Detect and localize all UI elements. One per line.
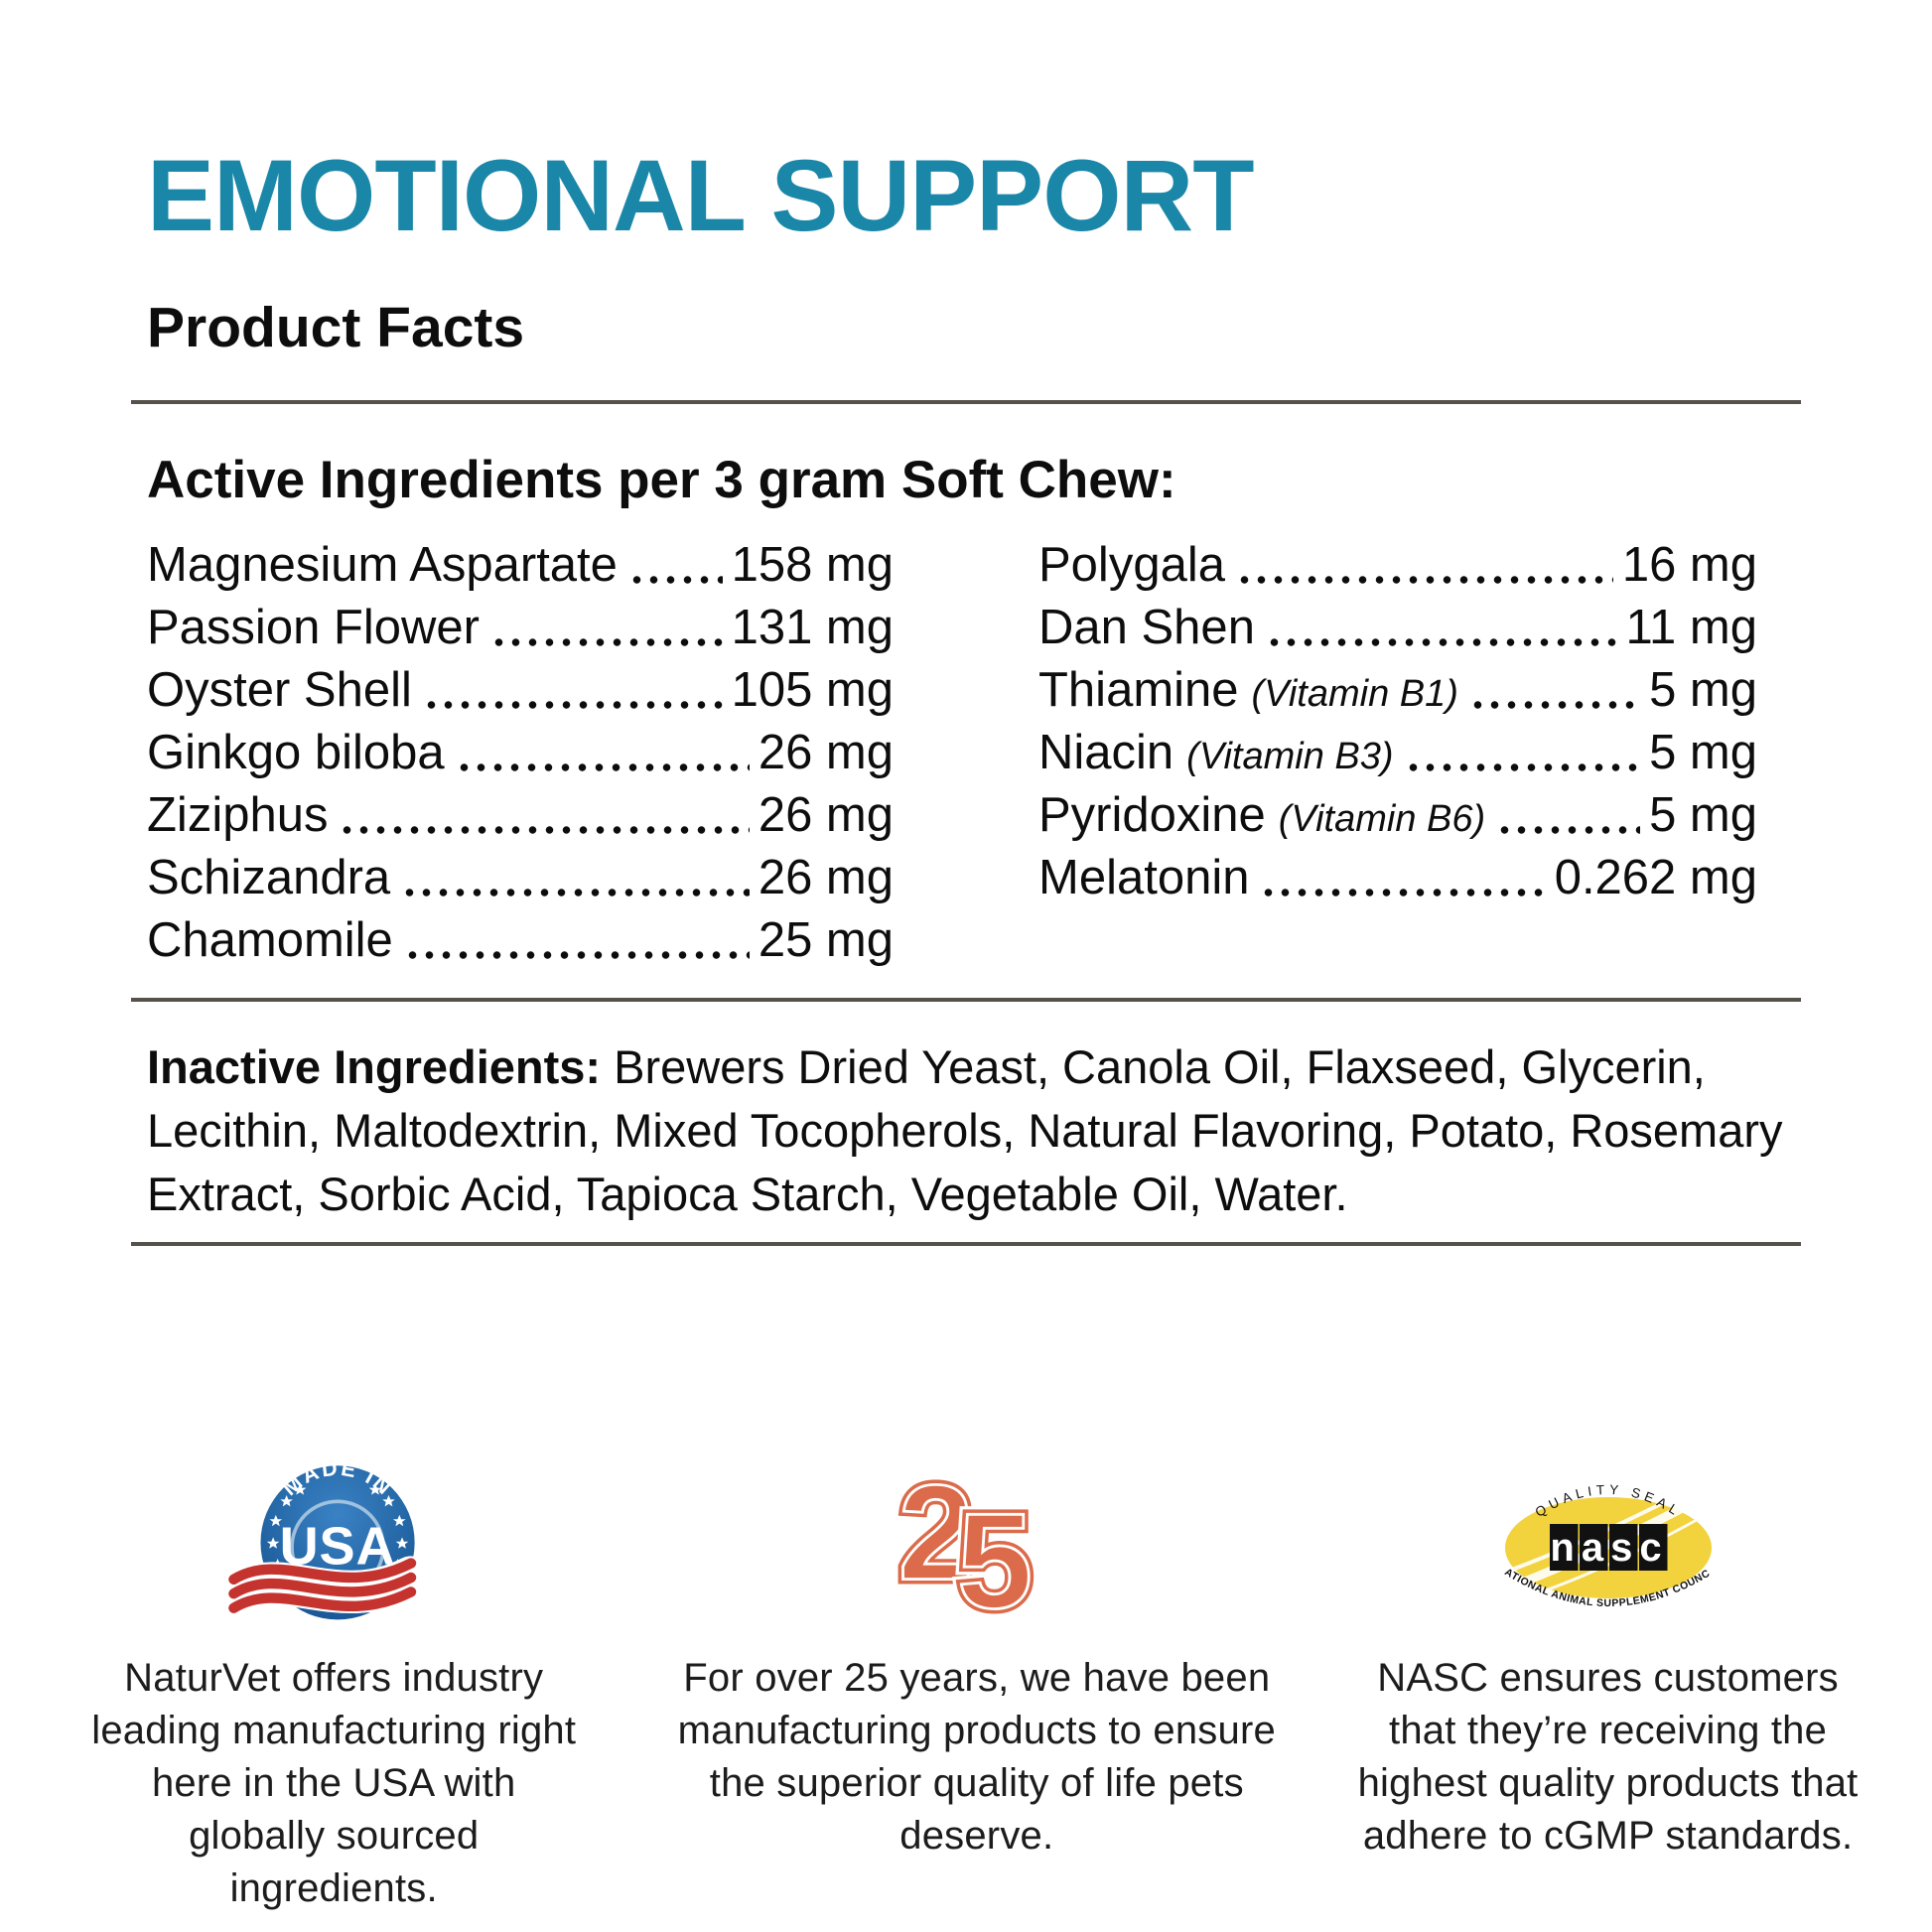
ingredient-row: Oyster Shell 105 mg	[147, 659, 894, 722]
ingredient-amount: 131 mg	[731, 601, 894, 654]
ingredient-name: Oyster Shell	[147, 663, 412, 717]
ingredient-amount: 105 mg	[731, 663, 894, 717]
page-title: EMOTIONAL SUPPORT	[147, 139, 1255, 252]
nasc-logo: QUALITY SEAL nasc NATIONAL ANIMAL SUPPLE…	[1489, 1458, 1727, 1632]
ingredient-name: Ziziphus	[147, 788, 329, 842]
ingredient-row: Pyridoxine (Vitamin B6) 5 mg	[1038, 784, 1757, 847]
ingredient-row: Ziziphus 26 mg	[147, 784, 894, 847]
ingredient-amount: 26 mg	[758, 726, 894, 779]
ingredient-amount: 26 mg	[758, 788, 894, 842]
ingredient-name: Chamomile	[147, 913, 393, 967]
product-facts-heading: Product Facts	[147, 296, 525, 359]
ingredient-name: Passion Flower	[147, 601, 480, 654]
dot-leader	[339, 824, 750, 836]
ingredient-amount: 0.262 mg	[1554, 851, 1757, 904]
made-in-usa-icon: MADE IN USA	[228, 1458, 433, 1620]
dot-leader	[1265, 636, 1617, 648]
ingredient-row: Niacin (Vitamin B3) 5 mg	[1038, 722, 1757, 784]
made-in-usa-logo: MADE IN USA	[228, 1458, 439, 1632]
ingredient-name: Pyridoxine	[1038, 788, 1266, 842]
badge-nasc: QUALITY SEAL nasc NATIONAL ANIMAL SUPPLE…	[1355, 1458, 1861, 1863]
ingredient-row: Passion Flower 131 mg	[147, 597, 894, 659]
badge-made-in-usa: MADE IN USA NaturVet offers industry lea…	[71, 1458, 596, 1915]
ingredient-row: Melatonin 0.262 mg	[1038, 847, 1757, 909]
ingredient-amount: 158 mg	[731, 538, 894, 592]
dot-leader	[455, 761, 750, 773]
ingredient-row: Dan Shen 11 mg	[1038, 597, 1757, 659]
ingredient-name: Schizandra	[147, 851, 391, 904]
inactive-ingredients-text: Brewers Dried Yeast, Canola Oil, Flaxsee…	[147, 1040, 1783, 1220]
ingredient-amount: 5 mg	[1649, 788, 1757, 842]
anniversary-25-icon: 2 2 5 5 5	[894, 1463, 1040, 1627]
digit-2-inline: 2	[898, 1463, 974, 1608]
ingredient-name: Dan Shen	[1038, 601, 1255, 654]
dot-leader	[489, 636, 723, 648]
anniversary-caption: For over 25 years, we have been manufact…	[677, 1656, 1276, 1858]
ingredient-amount: 5 mg	[1649, 663, 1757, 717]
active-ingredients-heading: Active Ingredients per 3 gram Soft Chew:	[147, 451, 1176, 509]
active-ingredients-table: Magnesium Aspartate 158 mg Passion Flowe…	[147, 534, 1801, 972]
dot-leader	[1235, 574, 1613, 586]
ingredient-name: Polygala	[1038, 538, 1225, 592]
ingredient-name: Melatonin	[1038, 851, 1250, 904]
dot-leader	[422, 699, 723, 711]
ingredient-amount: 26 mg	[758, 851, 894, 904]
ingredients-column-right: Polygala 16 mg Dan Shen 11 mg Thiamine (…	[1038, 534, 1757, 972]
dot-leader	[1260, 887, 1546, 898]
inactive-ingredients: Inactive Ingredients: Brewers Dried Yeas…	[147, 1035, 1790, 1226]
ingredient-name: Ginkgo biloba	[147, 726, 445, 779]
badges-row: MADE IN USA NaturVet offers industry lea…	[71, 1458, 1861, 1915]
ingredient-row: Ginkgo biloba 26 mg	[147, 722, 894, 784]
nasc-quality-seal-icon: QUALITY SEAL nasc NATIONAL ANIMAL SUPPLE…	[1489, 1460, 1712, 1609]
ingredient-row: Thiamine (Vitamin B1) 5 mg	[1038, 659, 1757, 722]
digit-5: 5	[957, 1485, 1033, 1627]
digit-5-separator: 5	[957, 1485, 1033, 1627]
ingredient-amount: 16 mg	[1621, 538, 1757, 592]
ingredient-amount: 11 mg	[1625, 601, 1757, 654]
ingredient-amount: 25 mg	[758, 913, 894, 967]
ingredient-note: (Vitamin B6)	[1278, 798, 1486, 840]
ingredient-amount: 5 mg	[1649, 726, 1757, 779]
dot-leader	[401, 887, 750, 898]
ingredient-row: Magnesium Aspartate 158 mg	[147, 534, 894, 597]
digit-2: 2	[898, 1463, 974, 1608]
ingredient-row: Polygala 16 mg	[1038, 534, 1757, 597]
dot-leader	[1404, 761, 1641, 773]
dot-leader	[627, 574, 723, 586]
inactive-ingredients-label: Inactive Ingredients:	[147, 1040, 602, 1093]
badge-25-years: 2 2 5 5 5 For over 25 years, we	[675, 1458, 1278, 1863]
ingredient-note: (Vitamin B1)	[1251, 673, 1458, 715]
anniversary-logo: 2 2 5 5 5	[890, 1458, 1064, 1632]
ingredient-name: Niacin	[1038, 726, 1174, 779]
digit-5-inline: 5	[957, 1485, 1033, 1627]
divider	[131, 998, 1801, 1002]
dot-leader	[1496, 824, 1641, 836]
dot-leader	[1468, 699, 1641, 711]
dot-leader	[403, 949, 750, 961]
divider	[131, 1242, 1801, 1246]
ingredient-name: Thiamine	[1038, 663, 1239, 717]
ingredient-row: Chamomile 25 mg	[147, 909, 894, 972]
ingredient-row: Schizandra 26 mg	[147, 847, 894, 909]
ingredient-name: Magnesium Aspartate	[147, 538, 618, 592]
nasc-caption: NASC ensures customers that they’re rece…	[1357, 1656, 1859, 1858]
nasc-text: nasc	[1550, 1526, 1668, 1570]
divider	[131, 400, 1801, 404]
ingredient-note: (Vitamin B3)	[1186, 736, 1394, 777]
usa-caption: NaturVet offers industry leading manufac…	[91, 1656, 577, 1910]
ingredients-column-left: Magnesium Aspartate 158 mg Passion Flowe…	[147, 534, 894, 972]
